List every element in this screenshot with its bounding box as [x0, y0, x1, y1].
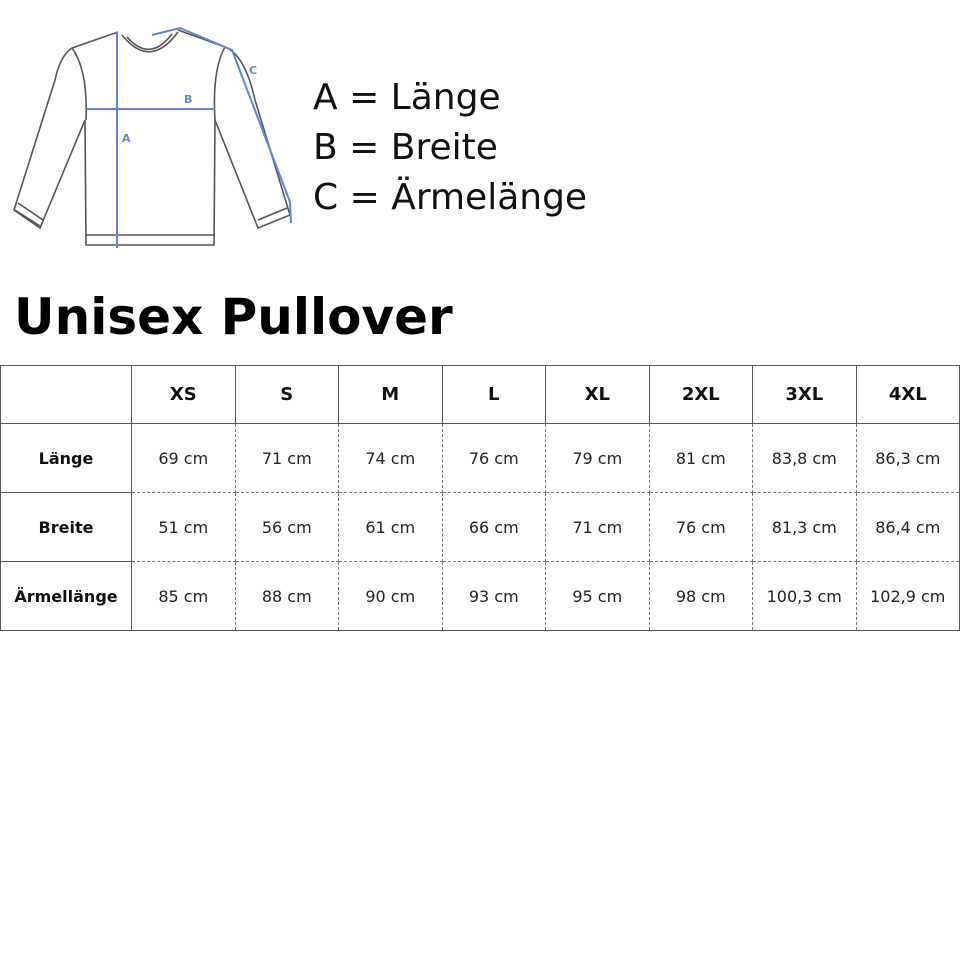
measurement-cell: 85 cm: [131, 561, 236, 631]
measurement-cell: 93 cm: [441, 561, 546, 631]
legend-item-c: C = Ärmelänge: [313, 177, 588, 218]
measurement-cell: 66 cm: [441, 492, 546, 562]
row-label: Ärmellänge: [0, 561, 132, 631]
table-row: Ärmellänge 85 cm 88 cm 90 cm 93 cm 95 cm 98 cm…: [0, 561, 960, 631]
table-row: Breite 51 cm 56 cm 61 cm 66 cm 71 cm 76 cm 81,3…: [0, 492, 960, 562]
measurement-cell: 71 cm: [234, 423, 339, 493]
measurement-cell: 74 cm: [338, 423, 443, 493]
size-header: 4XL: [855, 365, 960, 424]
measurement-cell: 81 cm: [648, 423, 753, 493]
table-row: Länge 69 cm 71 cm 74 cm 76 cm 79 cm 81 cm 83,8 …: [0, 423, 960, 493]
measurement-cell: 102,9 cm: [855, 561, 960, 631]
diagram-label-b: B: [184, 93, 192, 106]
table-header-row: XS S M L XL 2XL 3XL 4XL: [0, 365, 960, 424]
measurement-cell: 86,3 cm: [855, 423, 960, 493]
measurement-cell: 95 cm: [545, 561, 650, 631]
measurement-cell: 81,3 cm: [752, 492, 857, 562]
measurement-cell: 90 cm: [338, 561, 443, 631]
size-header: 2XL: [648, 365, 753, 424]
page-title: Unisex Pullover: [14, 288, 453, 346]
diagram-label-a: A: [122, 132, 131, 145]
measurement-legend: A = Länge B = Breite C = Ärmelänge: [313, 73, 587, 223]
sweater-measurement-diagram: A B C: [13, 26, 292, 248]
diagram-label-c: C: [249, 64, 257, 77]
legend-item-b: B = Breite: [313, 127, 498, 168]
measurement-cell: 88 cm: [234, 561, 339, 631]
measurement-cell: 69 cm: [131, 423, 236, 493]
corner-cell: [0, 365, 132, 424]
size-header: XS: [131, 365, 236, 424]
size-header: 3XL: [752, 365, 857, 424]
size-header: S: [234, 365, 339, 424]
row-label: Breite: [0, 492, 132, 562]
legend-item-a: A = Länge: [313, 77, 501, 118]
size-header: M: [338, 365, 443, 424]
measurement-cell: 51 cm: [131, 492, 236, 562]
measurement-cell: 71 cm: [545, 492, 650, 562]
measurement-cell: 83,8 cm: [752, 423, 857, 493]
measurement-cell: 76 cm: [648, 492, 753, 562]
measure-line-c: [151, 26, 292, 224]
size-header: L: [441, 365, 546, 424]
row-label: Länge: [0, 423, 132, 493]
measurement-cell: 100,3 cm: [752, 561, 857, 631]
measurement-cell: 79 cm: [545, 423, 650, 493]
measurement-cell: 98 cm: [648, 561, 753, 631]
size-header: XL: [545, 365, 650, 424]
size-chart-table: XS S M L XL 2XL 3XL 4XL Länge 69 cm 71 cm 7…: [0, 365, 960, 631]
measurement-cell: 86,4 cm: [855, 492, 960, 562]
measurement-cell: 76 cm: [441, 423, 546, 493]
measurement-cell: 61 cm: [338, 492, 443, 562]
measurement-cell: 56 cm: [234, 492, 339, 562]
